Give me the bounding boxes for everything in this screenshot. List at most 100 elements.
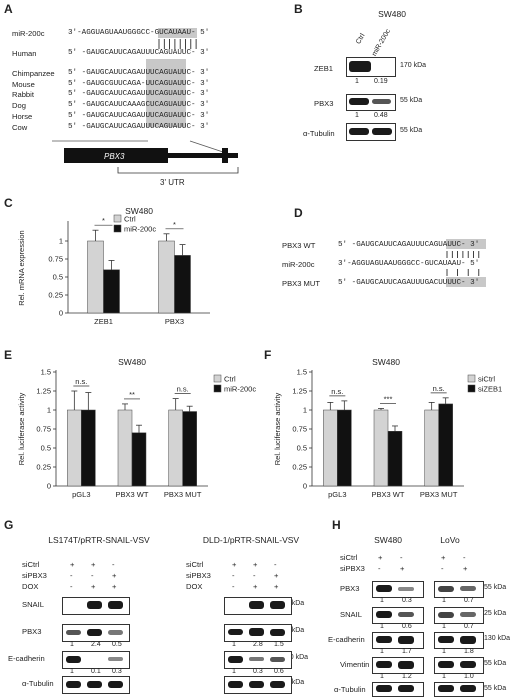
h-cond-value: - xyxy=(441,564,444,573)
y-axis-label: Rel. mRNA expression xyxy=(17,230,26,305)
band xyxy=(376,585,392,592)
chart-title: SW480 xyxy=(125,206,153,216)
g-quant: 1 xyxy=(232,668,236,675)
band xyxy=(438,585,454,592)
species-label: Dog xyxy=(12,101,26,111)
g-quant: 1 xyxy=(70,641,74,648)
band xyxy=(398,685,414,692)
species-seq: 5' -GAUGCAUUCAGAUUUCAGUAUUC- 3' xyxy=(68,111,210,120)
d-pairing-bottom xyxy=(446,269,480,276)
g-cond-value: - xyxy=(112,560,115,569)
h-quant: 1 xyxy=(380,648,384,655)
g-cond-value: + xyxy=(70,560,75,569)
y-tick-label: 0.25 xyxy=(36,463,51,472)
panel-letter-d: D xyxy=(294,206,303,220)
sig-label: n.s. xyxy=(331,387,343,396)
species-seq: 5' -GAUGCAUUCAGAUUUCAGUAUUC- 3' xyxy=(68,122,210,131)
sig-label: *** xyxy=(384,394,393,403)
y-tick-label: 1.25 xyxy=(36,387,51,396)
legend-swatch xyxy=(467,384,476,393)
bar xyxy=(81,409,96,487)
band xyxy=(108,629,123,635)
band xyxy=(270,628,285,636)
g-right-blot xyxy=(224,651,292,669)
g-cond-value: + xyxy=(253,582,258,591)
h-quant: 1 xyxy=(380,623,384,630)
x-tick-label: PBX3 xyxy=(165,317,184,326)
d-row-label: miR-200c xyxy=(282,260,315,269)
x-tick-label: pGL3 xyxy=(328,490,346,499)
g-row-label: SNAIL xyxy=(22,600,44,609)
h-left-title: SW480 xyxy=(374,535,402,545)
bar xyxy=(424,409,439,487)
band xyxy=(66,655,81,663)
band xyxy=(66,680,81,688)
x-tick-label: pGL3 xyxy=(72,490,90,499)
legend-label: siCtrl xyxy=(478,375,495,384)
d-row-seq: 5' -GAUGCAUUCAGAUUUCAGUAUUC- 3' xyxy=(338,241,480,249)
pairing-lines xyxy=(158,39,197,49)
bar xyxy=(323,409,338,487)
g-left-blot xyxy=(62,624,130,642)
species-seq: 5' -GAUGCAUUCAAAGCUCAGUAUUC- 3' xyxy=(68,101,210,110)
band xyxy=(460,635,476,644)
y-tick-label: 0.75 xyxy=(292,425,307,434)
bar xyxy=(174,255,191,314)
band xyxy=(438,611,454,618)
bar xyxy=(168,409,183,487)
band xyxy=(87,628,102,636)
b-kda: 55 kDa xyxy=(400,97,423,104)
d-row-label: PBX3 MUT xyxy=(282,279,320,288)
h-quant: 1.0 xyxy=(464,673,474,680)
b-quant: 0.48 xyxy=(374,112,388,119)
g-cond-value: - xyxy=(253,571,256,580)
bar xyxy=(387,431,403,487)
y-axis-label: Rel. luciferase activity xyxy=(17,392,26,465)
band xyxy=(270,656,285,662)
band xyxy=(249,657,264,661)
h-right-blot xyxy=(434,607,484,624)
y-tick-label: 0.5 xyxy=(53,273,63,282)
g-cond-value: + xyxy=(112,571,117,580)
bar xyxy=(103,269,120,314)
h-right-blot xyxy=(434,657,484,674)
h-quant: 1 xyxy=(442,648,446,655)
band xyxy=(376,636,392,643)
y-tick-label: 0.75 xyxy=(48,255,63,264)
y-tick-label: 1.25 xyxy=(292,387,307,396)
h-kda: 55 kDa xyxy=(484,584,507,591)
band xyxy=(249,680,264,688)
h-quant: 1 xyxy=(380,673,384,680)
h-quant: 0.7 xyxy=(464,597,474,604)
g-cond-value: - xyxy=(232,582,235,591)
g-cond-value: - xyxy=(70,582,73,591)
y-tick-label: 0 xyxy=(303,482,307,491)
bar xyxy=(373,409,389,487)
y-tick-label: 0.5 xyxy=(297,444,307,453)
y-tick-label: 0.75 xyxy=(36,425,51,434)
legend-label: siZEB1 xyxy=(478,385,502,394)
g-quant: 2.8 xyxy=(253,641,263,648)
bar xyxy=(337,409,352,487)
b-cell-title: SW480 xyxy=(378,9,406,19)
h-cond-value: - xyxy=(463,553,466,562)
g-quant: 0.6 xyxy=(274,668,284,675)
panel-letter-h: H xyxy=(332,518,341,532)
sig-label: n.s. xyxy=(75,377,87,386)
g-left-blot xyxy=(62,651,130,669)
band xyxy=(438,661,454,668)
x-tick-label: ZEB1 xyxy=(94,317,113,326)
band xyxy=(460,586,476,591)
legend-swatch xyxy=(213,384,222,393)
g-cond-value: - xyxy=(232,571,235,580)
g-row-label: PBX3 xyxy=(22,627,42,636)
y-tick-label: 1 xyxy=(303,406,307,415)
h-quant: 0.6 xyxy=(402,623,412,630)
bar xyxy=(117,409,133,487)
species-label: Rabbit xyxy=(12,90,34,100)
h-left-blot xyxy=(372,607,424,624)
species-label: Chimpanzee xyxy=(12,69,55,78)
band xyxy=(438,685,454,692)
h-quant: 1 xyxy=(442,597,446,604)
band xyxy=(376,611,392,618)
